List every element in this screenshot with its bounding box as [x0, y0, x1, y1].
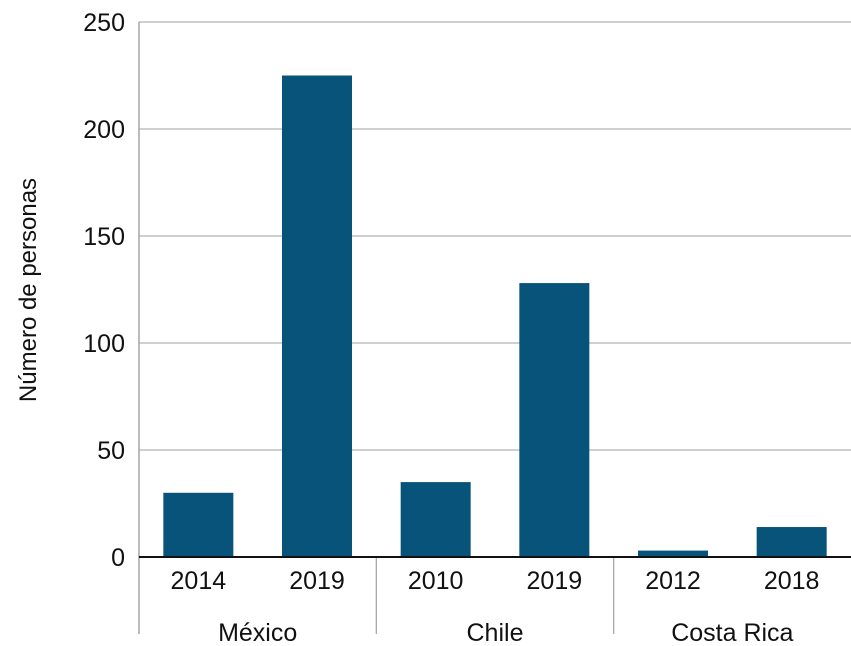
x-tick-labels: 2014 2019 2010 2019 2012 2018	[171, 567, 820, 595]
bars	[163, 75, 827, 557]
y-tick-label: 50	[97, 437, 125, 465]
gridlines	[139, 21, 851, 451]
bar	[163, 492, 234, 557]
x-tick-label: 2018	[764, 567, 820, 595]
bar	[756, 527, 827, 557]
x-tick-label: 2014	[171, 567, 227, 595]
y-tick-label: 100	[83, 330, 125, 358]
x-tick-label: 2012	[645, 567, 701, 595]
y-tick-label: 200	[83, 116, 125, 144]
bar	[400, 482, 471, 557]
y-tick-labels: 0 50 100 150 200 250	[83, 9, 125, 572]
y-tick-label: 150	[83, 223, 125, 251]
bar	[519, 283, 590, 557]
group-label: Chile	[467, 619, 524, 646]
group-label: México	[218, 619, 297, 646]
y-axis-label: Número de personas	[15, 178, 42, 402]
axes	[138, 22, 851, 634]
y-tick-label: 250	[83, 9, 125, 37]
y-tick-label: 0	[111, 544, 125, 572]
bar	[282, 75, 352, 557]
x-tick-label: 2019	[527, 567, 583, 595]
group-labels: México Chile Costa Rica	[218, 619, 793, 646]
group-label: Costa Rica	[671, 619, 793, 646]
x-tick-label: 2019	[289, 567, 345, 595]
x-tick-label: 2010	[408, 567, 464, 595]
bar	[638, 550, 708, 557]
